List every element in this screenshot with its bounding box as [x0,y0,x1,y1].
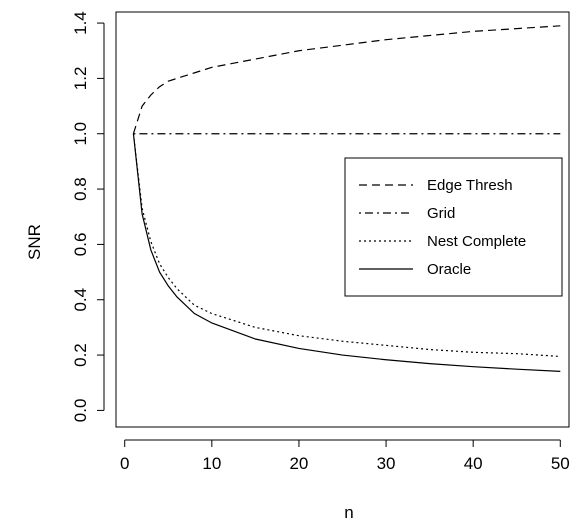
legend-layer: Edge Thresh Grid Nest Complete Oracle [344,157,563,297]
plot-layer [132,25,561,372]
legend-label: Edge Thresh [427,177,513,194]
x-tick-label: 40 [464,454,483,473]
legend-label: Nest Complete [427,233,526,250]
legend-label: Grid [427,205,455,222]
x-tick-label: 30 [377,454,396,473]
series-line-nest-complete [132,133,561,358]
x-tick-label: 0 [120,454,129,473]
y-tick-label: 0.0 [71,399,90,423]
y-tick-label: 1.4 [71,11,90,35]
axis-layer: 0 10 20 30 40 50 0.0 0.2 0.4 0.6 0.8 1.0 1.2 1.4 [71,11,570,473]
plot-frame [115,11,570,428]
y-tick-label: 1.2 [71,67,90,91]
y-tick-label: 0.8 [71,177,90,201]
y-tick-label: 0.2 [71,343,90,367]
y-tick-label: 1.0 [71,122,90,146]
legend-label: Oracle [427,261,471,278]
x-tick-label: 20 [289,454,308,473]
y-axis-label: SNR [25,224,44,260]
x-axis-label: n [344,503,353,522]
series-line-oracle [132,133,561,372]
legend-box [344,157,563,297]
y-tick-label: 0.4 [71,288,90,312]
y-tick-label: 0.6 [71,233,90,257]
x-tick-label: 50 [551,454,570,473]
x-tick-label: 10 [202,454,221,473]
series-line-edge-thresh [132,25,561,134]
